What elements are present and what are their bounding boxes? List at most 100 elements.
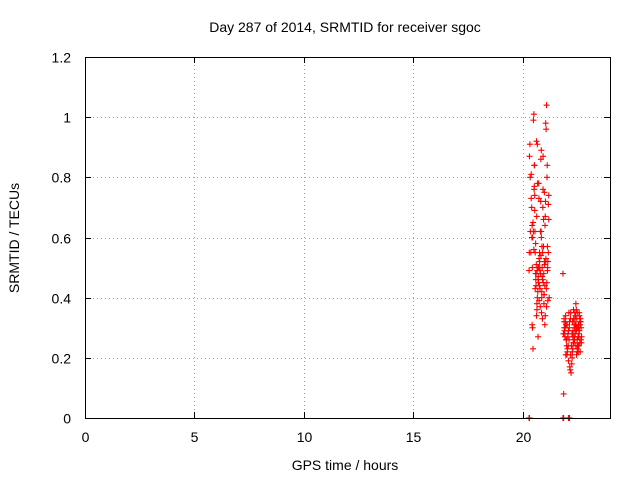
- data-point: [542, 120, 549, 127]
- data-point: [575, 342, 582, 349]
- data-point: [538, 288, 545, 295]
- data-point: [528, 204, 535, 211]
- y-tick-label: 0.8: [52, 170, 72, 186]
- data-point: [540, 153, 547, 160]
- data-point: [565, 357, 572, 364]
- data-point: [530, 246, 537, 253]
- data-point: [535, 333, 542, 340]
- data-point: [542, 213, 549, 220]
- data-point: [568, 360, 575, 367]
- data-point: [574, 309, 581, 316]
- data-point: [531, 228, 538, 235]
- data-point: [538, 147, 545, 154]
- data-point: [540, 270, 547, 277]
- data-point: [528, 195, 535, 202]
- x-tick-label: 0: [82, 429, 90, 445]
- y-tick-label: 0.4: [52, 291, 72, 307]
- data-point: [526, 141, 533, 148]
- data-point: [531, 162, 538, 169]
- data-point: [535, 279, 542, 286]
- data-point: [536, 264, 543, 271]
- data-point: [545, 249, 552, 256]
- data-point: [537, 303, 544, 310]
- data-point: [527, 174, 534, 181]
- data-point: [541, 261, 548, 268]
- data-point: [544, 162, 551, 169]
- data-point: [573, 315, 580, 322]
- data-point: [532, 285, 539, 292]
- data-point: [538, 243, 545, 250]
- data-point: [533, 312, 540, 319]
- data-point: [542, 222, 549, 229]
- data-point: [567, 315, 574, 322]
- data-point: [539, 276, 546, 283]
- data-point: [534, 141, 541, 148]
- data-point: [528, 171, 535, 178]
- data-point: [545, 201, 552, 208]
- x-tick-label: 15: [406, 429, 422, 445]
- data-point: [533, 138, 540, 145]
- data-point: [529, 264, 536, 271]
- data-point: [531, 207, 538, 214]
- data-point: [539, 204, 546, 211]
- data-point: [569, 354, 576, 361]
- data-point: [540, 186, 547, 193]
- x-tick-label: 5: [191, 429, 199, 445]
- data-point: [526, 249, 533, 256]
- data-point: [541, 321, 548, 328]
- data-point: [572, 300, 579, 307]
- y-tick-labels: 0 0.2 0.4 0.6 0.8 1 1.2: [52, 50, 72, 427]
- data-point: [563, 321, 570, 328]
- data-point: [544, 174, 550, 181]
- data-point: [571, 324, 578, 331]
- data-points: [526, 102, 585, 421]
- data-point: [561, 324, 568, 331]
- data-point: [566, 336, 573, 343]
- data-point: [536, 255, 543, 262]
- y-tick-label: 0.6: [52, 231, 72, 247]
- data-point: [569, 345, 576, 352]
- x-tick-label: 10: [297, 429, 313, 445]
- grid: [85, 57, 610, 418]
- data-point: [531, 192, 538, 199]
- data-point: [542, 312, 549, 319]
- data-point: [531, 186, 538, 193]
- data-point: [545, 216, 552, 223]
- data-point: [526, 267, 533, 274]
- data-point: [561, 318, 568, 325]
- data-point: [572, 330, 579, 337]
- data-point: [542, 255, 549, 262]
- data-point: [526, 153, 533, 160]
- data-point: [567, 366, 574, 373]
- data-point: [533, 261, 540, 268]
- data-point: [571, 339, 578, 346]
- data-point: [573, 351, 580, 358]
- data-point: [543, 126, 550, 133]
- data-point: [536, 249, 543, 256]
- data-point: [562, 312, 569, 319]
- data-point: [529, 234, 536, 241]
- data-point: [529, 222, 536, 229]
- data-point: [536, 282, 543, 289]
- data-point: [559, 270, 566, 277]
- data-point: [570, 306, 577, 313]
- data-point: [543, 102, 550, 109]
- data-point: [540, 300, 547, 307]
- x-axis-label: GPS time / hours: [292, 457, 399, 473]
- y-tick-label: 1: [63, 110, 71, 126]
- y-tick-label: 0: [63, 411, 71, 427]
- data-point: [563, 351, 570, 358]
- data-point: [539, 315, 546, 322]
- data-point: [564, 333, 571, 340]
- data-point: [543, 303, 550, 310]
- data-point: [541, 189, 548, 196]
- data-point: [538, 309, 545, 316]
- data-point: [532, 240, 539, 247]
- data-point: [533, 300, 540, 307]
- data-point: [532, 276, 539, 283]
- y-axis-label: SRMTID / TECUs: [6, 183, 22, 293]
- data-point: [570, 327, 577, 334]
- data-point: [570, 333, 577, 340]
- x-tick-labels: 0 5 10 15 20: [82, 429, 532, 445]
